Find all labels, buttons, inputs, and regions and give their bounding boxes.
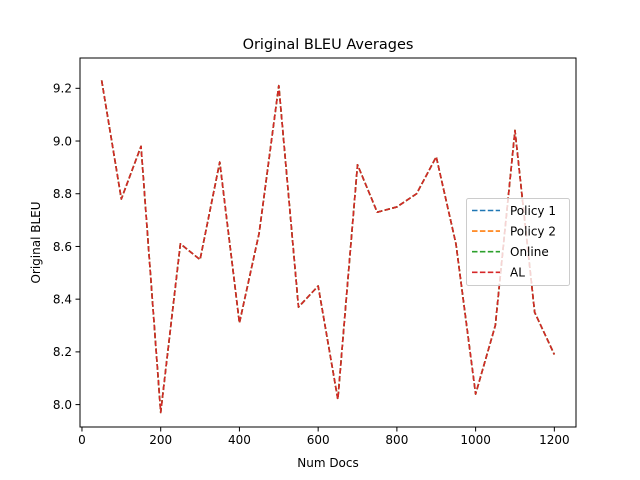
- series-layer: [100, 80, 556, 414]
- y-tick-label: 9.0: [53, 134, 72, 148]
- legend-label: AL: [510, 266, 525, 280]
- y-tick-label: 8.0: [53, 398, 72, 412]
- legend-frame: [466, 198, 570, 286]
- x-tick-label: 1000: [460, 433, 491, 447]
- x-tick-label: 800: [385, 433, 408, 447]
- axes-frame: [79, 57, 577, 428]
- y-tick-label: 8.8: [53, 187, 72, 201]
- chart-title: Original BLEU Averages: [243, 37, 414, 53]
- x-axis: 0 200 400 600 800 1000 1200: [78, 427, 570, 447]
- legend-label: Policy 1: [510, 204, 556, 218]
- x-tick-label: 0: [78, 433, 86, 447]
- y-tick-label: 8.6: [53, 240, 72, 254]
- legend-label: Policy 2: [510, 224, 556, 238]
- x-tick-label: 200: [149, 433, 172, 447]
- y-tick-label: 9.2: [53, 82, 72, 96]
- x-tick-label: 400: [228, 433, 251, 447]
- y-tick-label: 8.2: [53, 345, 72, 359]
- x-axis-label: Num Docs: [297, 456, 359, 470]
- x-tick-label: 600: [307, 433, 330, 447]
- legend: Policy 1 Policy 2 Online AL: [466, 198, 570, 286]
- legend-label: Online: [510, 245, 549, 259]
- y-axis: 8.0 8.2 8.4 8.6 8.8 9.0 9.2: [53, 82, 80, 412]
- x-tick-label: 1200: [539, 433, 570, 447]
- y-axis-label: Original BLEU: [29, 201, 43, 283]
- y-tick-label: 8.4: [53, 292, 72, 306]
- series-line-al: [100, 80, 556, 414]
